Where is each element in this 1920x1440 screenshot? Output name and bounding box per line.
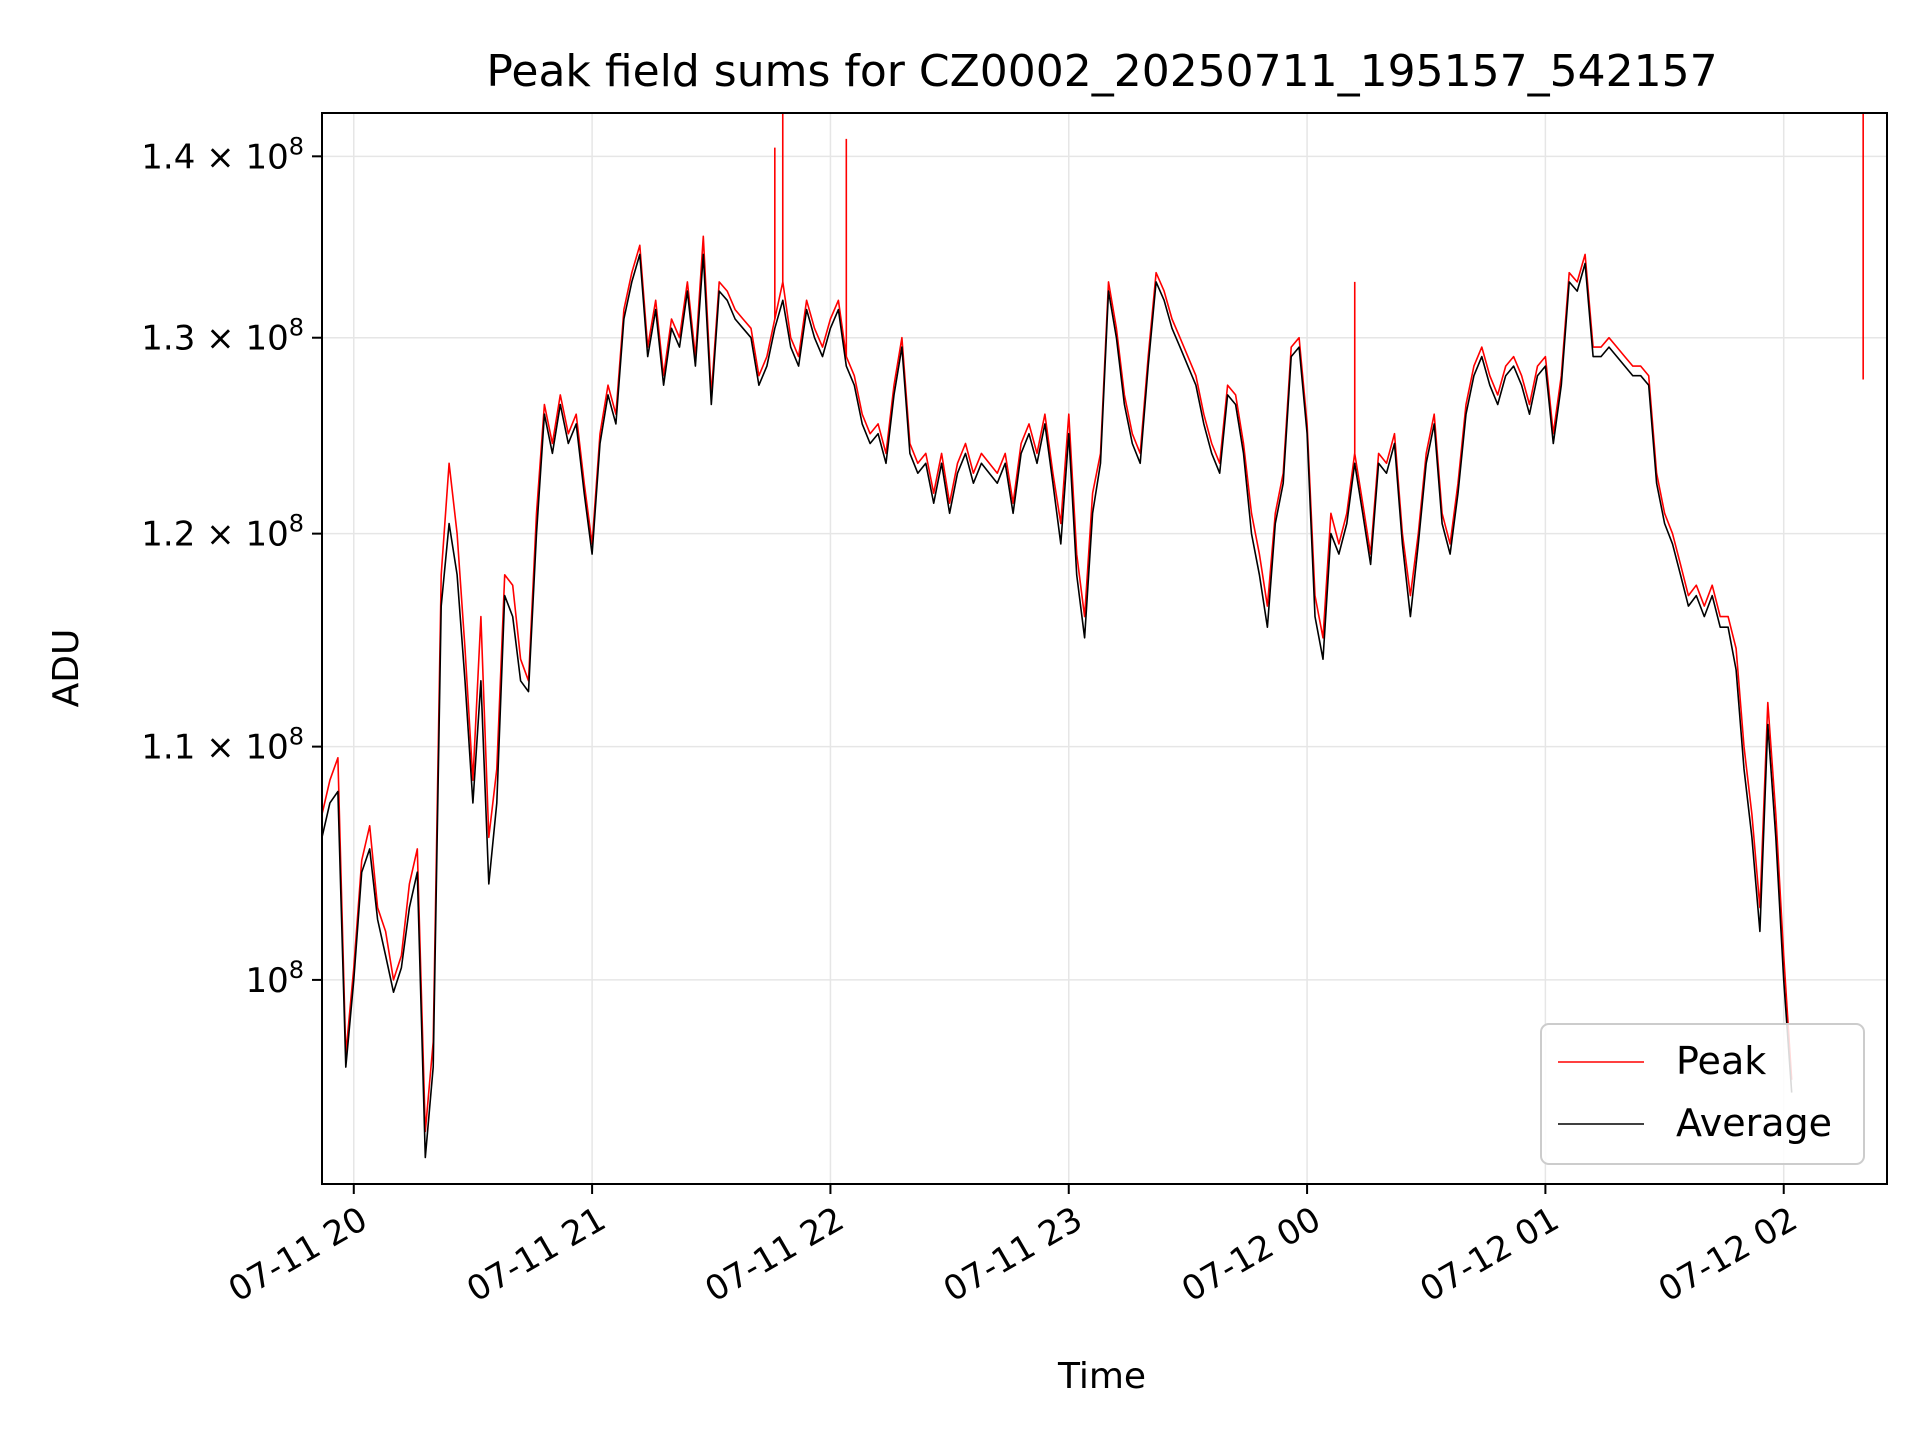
- x-axis-label: Time: [1057, 1356, 1146, 1397]
- legend-box: [1540, 1023, 1865, 1165]
- y-tick-label: 1.1 × 108: [141, 723, 304, 768]
- y-axis: 108 1.1 × 108 1.2 × 108 1.3 × 108 1.4 × 108: [141, 132, 322, 1001]
- y-axis-label: ADU: [46, 629, 87, 708]
- legend-label-average: Average: [1676, 1101, 1832, 1145]
- y-tick-label: 1.2 × 108: [141, 510, 304, 555]
- legend: Peak Average: [1540, 1023, 1865, 1165]
- series-line-peak: [322, 235, 1793, 1133]
- legend-label-peak: Peak: [1676, 1039, 1766, 1083]
- y-tick-label: 1.3 × 108: [141, 314, 304, 359]
- y-tick-label: 1.4 × 108: [141, 132, 304, 177]
- series-layer: [322, 113, 1864, 1159]
- series-line-average: [322, 253, 1793, 1159]
- plot-frame: [321, 112, 1888, 1185]
- y-tick-label: 108: [245, 956, 304, 1001]
- grid: [322, 113, 1887, 1184]
- chart-title: Peak field sums for CZ0002_20250711_1951…: [486, 46, 1717, 97]
